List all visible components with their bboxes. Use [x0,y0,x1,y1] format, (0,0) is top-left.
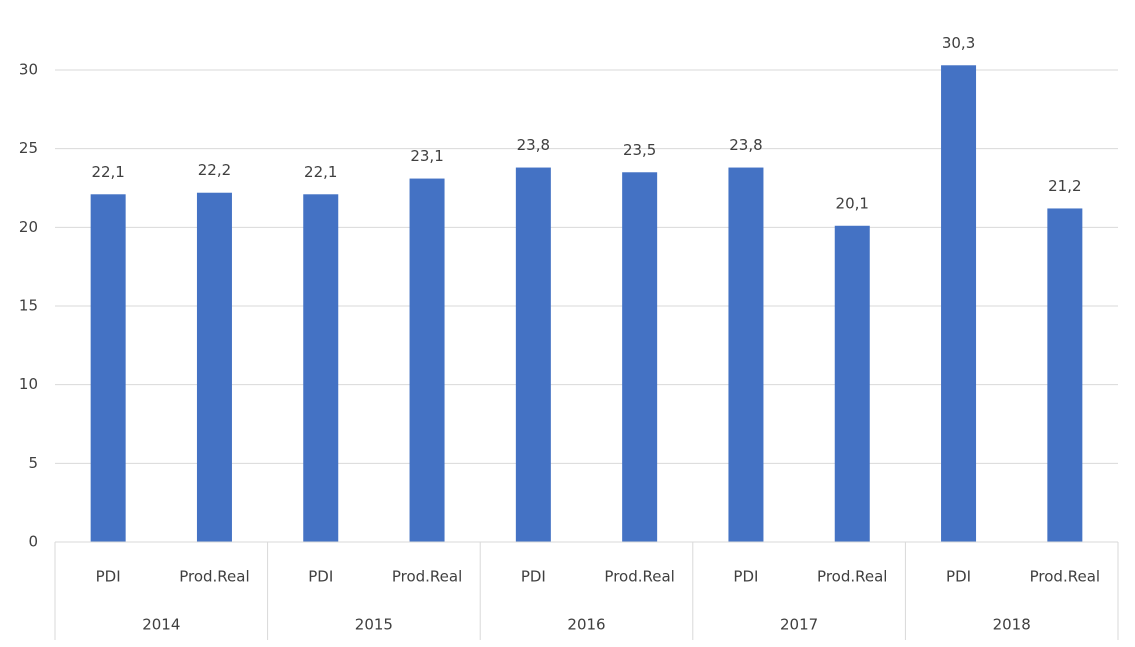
bar [941,65,977,542]
bar [409,178,445,542]
bar [728,167,764,542]
data-label: 23,5 [623,141,656,159]
y-tick-label: 20 [19,218,38,236]
data-label: 30,3 [942,34,975,52]
x-tick-label: PDI [946,568,971,586]
y-tick-label: 5 [28,454,38,472]
group-label: 2014 [142,616,180,634]
data-label: 22,1 [304,163,337,181]
bar [834,225,870,542]
y-tick-label: 0 [28,533,38,551]
bar [90,194,126,542]
data-label: 23,8 [729,136,762,154]
x-tick-label: Prod.Real [604,568,674,586]
data-label: 21,2 [1048,177,1081,195]
y-tick-label: 25 [19,139,38,157]
y-tick-label: 15 [19,297,38,315]
bar [196,192,232,542]
group-label: 2017 [780,616,818,634]
bar [622,172,658,542]
group-label: 2015 [355,616,393,634]
data-label: 22,1 [91,163,124,181]
bar [515,167,551,542]
x-tick-label: PDI [521,568,546,586]
group-label: 2016 [567,616,605,634]
x-tick-label: PDI [733,568,758,586]
x-tick-label: Prod.Real [179,568,249,586]
x-tick-label: PDI [96,568,121,586]
y-tick-label: 10 [19,375,38,393]
x-tick-label: Prod.Real [1030,568,1100,586]
x-tick-label: Prod.Real [817,568,887,586]
group-label: 2018 [993,616,1031,634]
data-label: 22,2 [198,161,231,179]
x-tick-label: PDI [308,568,333,586]
data-label: 23,8 [517,136,550,154]
data-label: 20,1 [836,194,869,212]
bar [1047,208,1083,542]
y-tick-label: 30 [19,61,38,79]
x-tick-label: Prod.Real [392,568,462,586]
bar [303,194,339,542]
data-label: 23,1 [410,147,443,165]
